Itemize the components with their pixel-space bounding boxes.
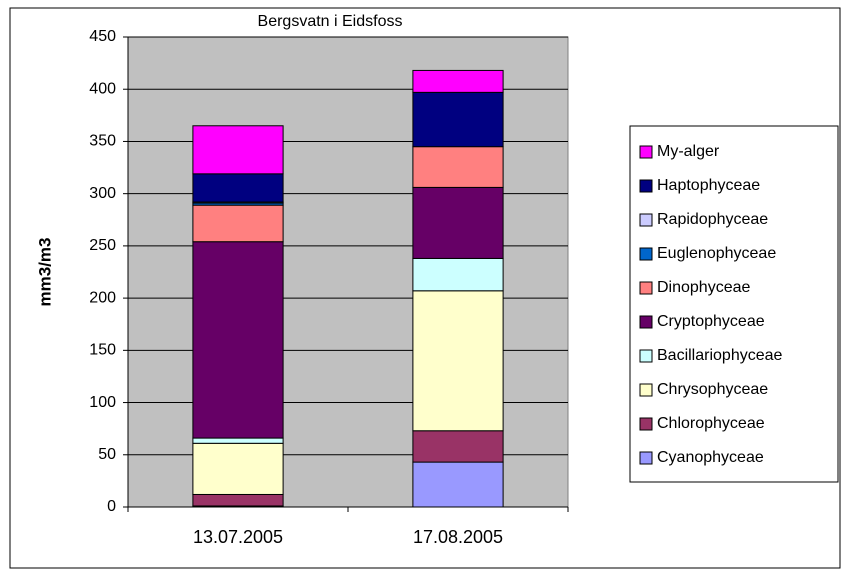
bar-segment [192, 125, 284, 175]
bar-segment [192, 173, 284, 203]
legend-label: Cyanophyceae [657, 449, 764, 466]
legend-label: Chlorophyceae [657, 415, 765, 432]
legend-label: Cryptophyceae [657, 313, 765, 330]
legend-swatch [639, 451, 653, 465]
y-axis-label: mm3/m3 [35, 238, 54, 307]
legend-swatch [639, 383, 653, 397]
bar-segment [412, 430, 504, 463]
bar-segment [192, 442, 284, 495]
bar-segment [412, 257, 504, 292]
legend-label: Rapidophyceae [657, 211, 768, 228]
y-tick-label: 450 [89, 28, 116, 45]
bar-segment [192, 204, 284, 243]
bar-segment [412, 146, 504, 188]
y-tick-label: 300 [89, 185, 116, 202]
bar-segment [412, 91, 504, 148]
bar-segment [192, 241, 284, 439]
legend-label: Euglenophyceae [657, 245, 776, 262]
y-tick-label: 150 [89, 342, 116, 359]
bar-segment [412, 186, 504, 259]
legend-swatch [639, 349, 653, 363]
legend-label: Haptophyceae [657, 177, 760, 194]
legend-swatch [639, 213, 653, 227]
y-tick-label: 200 [89, 289, 116, 306]
x-tick-label: 17.08.2005 [413, 527, 503, 547]
legend-swatch [639, 281, 653, 295]
bar-segment [412, 290, 504, 432]
legend-swatch [639, 417, 653, 431]
legend-label: Bacillariophyceae [657, 347, 783, 364]
legend-swatch [639, 179, 653, 193]
legend-swatch [639, 315, 653, 329]
x-tick-label: 13.07.2005 [193, 527, 283, 547]
bar-segment [412, 461, 504, 508]
legend-box [629, 125, 839, 483]
legend-swatch [639, 247, 653, 261]
bar-segment [192, 437, 284, 444]
bar-segment [412, 69, 504, 93]
legend-label: Dinophyceae [657, 279, 751, 296]
y-tick-label: 0 [107, 498, 116, 515]
legend-swatch [639, 145, 653, 159]
y-tick-label: 100 [89, 394, 116, 411]
y-tick-label: 50 [98, 446, 116, 463]
legend-label: My-alger [657, 143, 720, 160]
bar-segment [192, 493, 284, 507]
y-tick-label: 250 [89, 237, 116, 254]
y-tick-label: 400 [89, 80, 116, 97]
y-tick-label: 350 [89, 133, 116, 150]
legend-label: Chrysophyceae [657, 381, 768, 398]
chart-title: Bergsvatn i Eidsfoss [258, 13, 403, 30]
